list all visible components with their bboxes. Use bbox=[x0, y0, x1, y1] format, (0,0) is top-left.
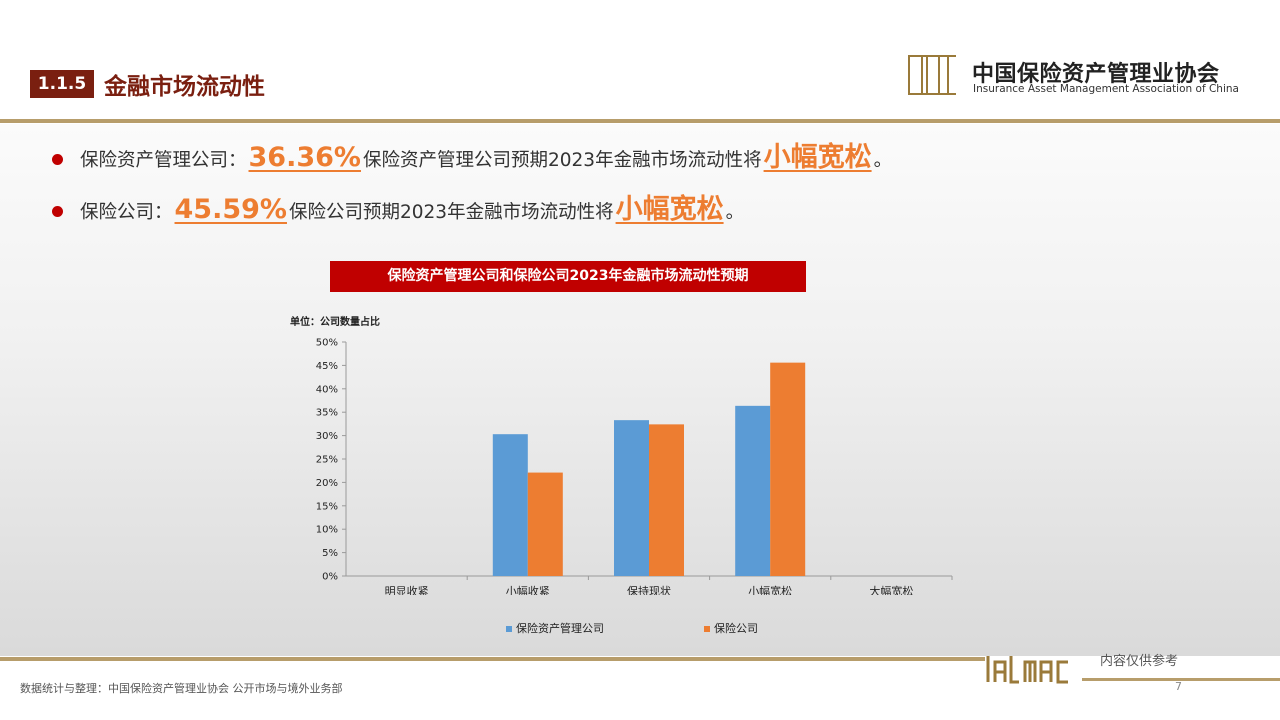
bullet-dot-icon bbox=[52, 154, 63, 165]
legend-item: 保险公司 bbox=[704, 620, 758, 636]
section-number-badge: 1.1.5 bbox=[30, 70, 94, 98]
bullet-end: 。 bbox=[725, 202, 745, 223]
bullet-highlight: 小幅宽松 bbox=[615, 194, 724, 225]
y-tick-label: 25% bbox=[316, 455, 338, 466]
iamac-footer-logo-icon bbox=[986, 656, 1068, 684]
bar bbox=[649, 424, 684, 576]
y-tick-label: 35% bbox=[316, 408, 338, 419]
chart-title: 保险资产管理公司和保险公司2023年金融市场流动性预期 bbox=[330, 261, 806, 292]
y-tick-label: 20% bbox=[316, 478, 338, 489]
bar bbox=[527, 472, 563, 576]
bullet-highlight: 小幅宽松 bbox=[763, 142, 872, 173]
bullet-text: 保险资产管理公司：36.36% 保险资产管理公司预期2023年金融市场流动性将小幅… bbox=[80, 138, 892, 181]
legend-swatch-icon bbox=[704, 626, 710, 632]
y-tick-label: 45% bbox=[316, 361, 338, 372]
legend-swatch-icon bbox=[506, 626, 512, 632]
x-tick-label: 小幅收紧 bbox=[506, 584, 550, 595]
bullet-value: 36.36% bbox=[248, 142, 361, 173]
chart-unit-label: 单位：公司数量占比 bbox=[290, 317, 380, 328]
footer-divider-right bbox=[1082, 678, 1280, 681]
y-tick-label: 5% bbox=[322, 548, 338, 559]
y-tick-label: 50% bbox=[316, 338, 338, 349]
x-tick-label: 保持现状 bbox=[627, 584, 671, 595]
y-tick-label: 10% bbox=[316, 525, 338, 536]
iamac-logo-icon bbox=[908, 55, 956, 95]
bullet-value: 45.59% bbox=[174, 194, 287, 225]
bullet-lead: 保险公司： bbox=[80, 202, 173, 223]
y-tick-label: 0% bbox=[322, 572, 338, 583]
footer-divider bbox=[0, 657, 985, 661]
bar bbox=[770, 362, 806, 576]
bullet-dot-icon bbox=[52, 206, 63, 217]
bullet-lead: 保险资产管理公司： bbox=[80, 150, 247, 171]
header-divider bbox=[0, 119, 1280, 123]
legend-label: 保险资产管理公司 bbox=[516, 622, 604, 635]
page-number: 7 bbox=[1175, 680, 1182, 693]
bar-chart: 0% 5% 10% 15% 20% 25% 30% 35% 40% 45% 50% 明显收紧 小幅收紧 保… bbox=[316, 338, 953, 595]
data-source: 数据统计与整理：中国保险资产管理业协会 公开市场与境外业务部 bbox=[20, 682, 343, 695]
bullet-end: 。 bbox=[873, 150, 893, 171]
bullet-body: 保险公司预期2023年金融市场流动性将 bbox=[288, 202, 614, 223]
bullet-body: 保险资产管理公司预期2023年金融市场流动性将 bbox=[362, 150, 762, 171]
y-tick-label: 30% bbox=[316, 431, 338, 442]
bullet-text: 保险公司：45.59% 保险公司预期2023年金融市场流动性将小幅宽松。 bbox=[80, 190, 744, 233]
org-name-cn: 中国保险资产管理业协会 bbox=[972, 62, 1220, 87]
legend-label: 保险公司 bbox=[714, 622, 758, 635]
legend-item: 保险资产管理公司 bbox=[506, 620, 604, 636]
y-tick-label: 40% bbox=[316, 384, 338, 395]
bar bbox=[735, 405, 771, 576]
section-title: 金融市场流动性 bbox=[104, 74, 265, 100]
y-tick-label: 15% bbox=[316, 501, 338, 512]
org-name-en: Insurance Asset Management Association o… bbox=[973, 83, 1239, 95]
x-tick-label: 明显收紧 bbox=[385, 584, 429, 595]
x-tick-label: 小幅宽松 bbox=[748, 584, 792, 595]
disclaimer-note: 内容仅供参考 bbox=[1100, 654, 1179, 669]
bar bbox=[614, 420, 649, 576]
x-tick-label: 大幅宽松 bbox=[869, 584, 913, 595]
bar bbox=[492, 434, 528, 576]
